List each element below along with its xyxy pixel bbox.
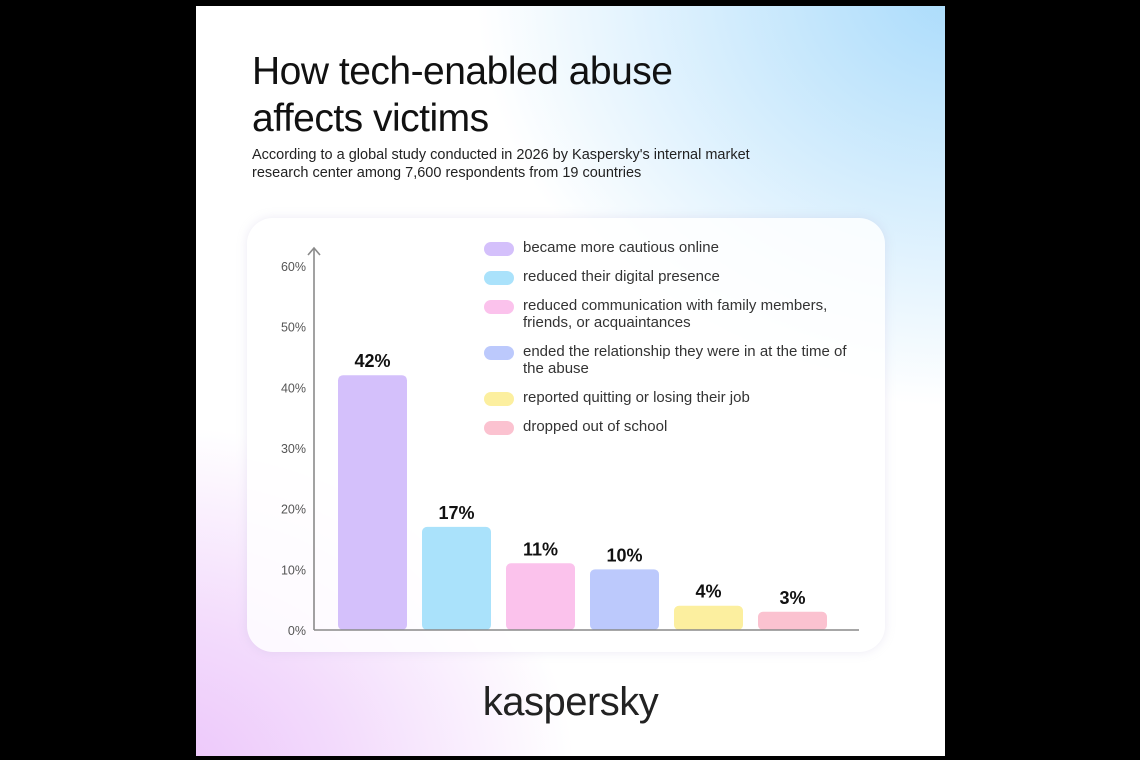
page-title: How tech-enabled abuse affects victims <box>252 48 673 142</box>
legend-swatch <box>484 421 514 435</box>
legend-item: dropped out of school <box>484 418 869 435</box>
legend-item: reduced communication with family member… <box>484 297 869 331</box>
legend-swatch <box>484 271 514 285</box>
y-tick-label: 20% <box>281 503 306 517</box>
legend-label: reduced their digital presence <box>523 268 720 285</box>
infographic-poster: How tech-enabled abuse affects victims Ac… <box>196 6 945 756</box>
kaspersky-logo: kaspersky <box>482 680 659 724</box>
y-tick-label: 50% <box>281 321 306 335</box>
bar <box>674 605 743 630</box>
bar-value-label: 4% <box>695 582 721 602</box>
legend-label: reduced communication with family member… <box>523 297 828 331</box>
legend-item: became more cautious online <box>484 239 869 256</box>
bar <box>506 563 575 630</box>
bar <box>422 526 491 630</box>
y-tick-label: 60% <box>281 260 306 274</box>
bar <box>758 611 827 630</box>
y-axis-arrow-icon <box>307 246 321 256</box>
bar <box>338 375 407 630</box>
bar-value-label: 42% <box>354 351 390 371</box>
legend-item: ended the relationship they were in at t… <box>484 343 869 377</box>
legend-swatch <box>484 346 514 360</box>
y-tick-label: 30% <box>281 442 306 456</box>
legend-label: reported quitting or losing their job <box>523 389 750 406</box>
y-tick-label: 0% <box>288 624 306 638</box>
y-tick-label: 10% <box>281 563 306 577</box>
legend-swatch <box>484 300 514 314</box>
legend-label: ended the relationship they were in at t… <box>523 343 847 377</box>
title-line-2: affects victims <box>252 97 489 140</box>
bar-value-label: 17% <box>438 503 474 523</box>
subtitle: According to a global study conducted in… <box>252 147 750 181</box>
legend-item: reduced their digital presence <box>484 268 869 285</box>
bar-value-label: 11% <box>523 539 558 559</box>
chart-card: 0% 10% 20% 30% 40% 50% 60% 42% 17% 11% 10% 4% 3% bec… <box>247 218 885 652</box>
legend-label: became more cautious online <box>523 239 719 256</box>
bar-value-label: 3% <box>779 588 805 608</box>
legend-label: dropped out of school <box>523 418 668 435</box>
bar <box>590 569 659 630</box>
bar-value-label: 10% <box>606 545 642 565</box>
bar-chart: 0% 10% 20% 30% 40% 50% 60% 42% 17% 11% 10% 4% 3% <box>281 246 859 638</box>
legend-swatch <box>484 242 514 256</box>
y-tick-label: 40% <box>281 381 306 395</box>
chart-legend: became more cautious online reduced their… <box>484 239 869 447</box>
legend-swatch <box>484 392 514 406</box>
legend-item: reported quitting or losing their job <box>484 389 869 406</box>
title-line-1: How tech-enabled abuse <box>252 50 673 93</box>
